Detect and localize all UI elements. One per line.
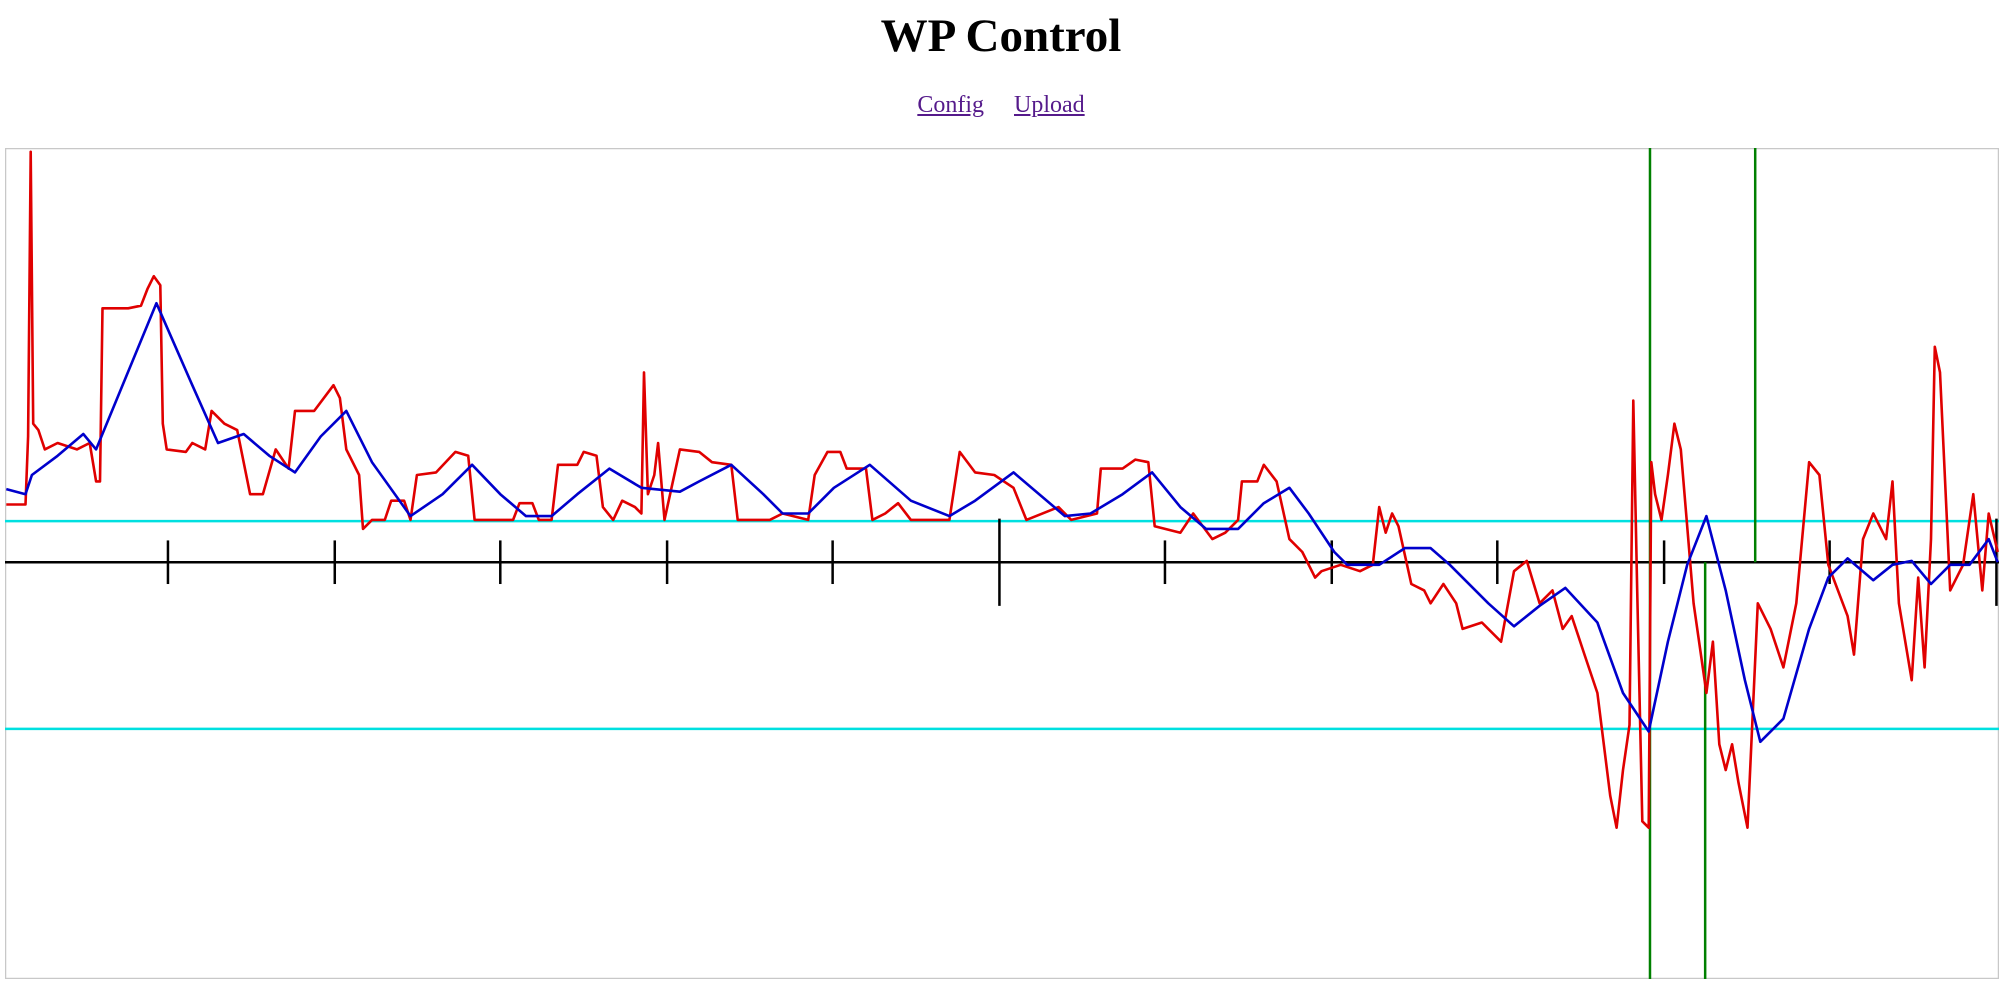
chart-border: [5, 148, 1999, 979]
nav-bar: Config Upload: [0, 92, 2002, 119]
config-link[interactable]: Config: [917, 92, 984, 118]
series-line: [6, 150, 1999, 829]
upload-link[interactable]: Upload: [1014, 92, 1085, 118]
series-line: [5, 301, 1999, 744]
page-title: WP Control: [880, 10, 1122, 62]
chart: [5, 148, 1999, 979]
